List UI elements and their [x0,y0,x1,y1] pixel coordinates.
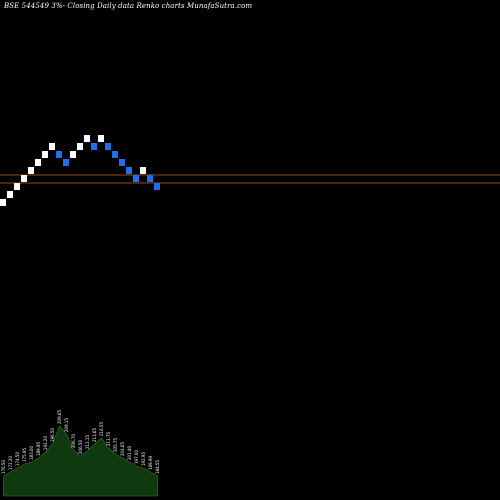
renko-brick-2 [14,183,20,190]
renko-brick-21 [147,175,153,182]
renko-brick-14 [98,135,104,142]
volume-label-22: 184.55 [155,460,160,474]
volume-label-4: 183.00 [29,446,34,460]
renko-brick-4 [28,167,34,174]
volume-label-5: 189.95 [36,442,41,456]
volume-label-9: 209.15 [64,418,69,432]
volume-label-11: 206.50 [78,440,83,454]
renko-brick-9 [63,159,69,166]
renko-brick-10 [70,151,76,158]
renko-brick-13 [91,143,97,150]
renko-brick-7 [49,143,55,150]
renko-brick-17 [119,159,125,166]
volume-label-2: 174.50 [15,452,20,466]
volume-label-21: 189.99 [148,456,153,470]
volume-area-path [3,425,158,497]
renko-brick-3 [21,175,27,182]
renko-brick-20 [140,167,146,174]
renko-brick-6 [42,151,48,158]
volume-label-1: 172.20 [8,456,13,470]
volume-label-3: 175.95 [22,448,27,462]
renko-brick-5 [35,159,41,166]
renko-brick-8 [56,151,62,158]
volume-label-15: 211.75 [106,432,111,446]
volume-label-17: 204.65 [120,442,125,456]
renko-brick-16 [112,151,118,158]
volume-label-7: 196.50 [50,428,55,442]
volume-label-13: 213.65 [92,428,97,442]
renko-brick-19 [133,175,139,182]
volume-label-20: 192.95 [141,452,146,466]
chart-title: BSE 544549 3%- Closing Daily data Renko … [4,2,253,10]
volume-label-18: 201.40 [127,446,132,460]
volume-area [3,425,158,497]
level-lines [0,174,500,184]
volume-label-0: 176.50 [1,460,6,474]
volume-label-14: 216.55 [99,422,104,436]
renko-brick-22 [154,183,160,190]
volume-label-19: 197.00 [134,450,139,464]
renko-brick-0 [0,199,6,206]
renko-brick-18 [126,167,132,174]
renko-bricks [0,135,160,206]
renko-brick-11 [77,143,83,150]
renko-brick-1 [7,191,13,198]
renko-brick-12 [84,135,90,142]
volume-label-6: 192.20 [43,436,48,450]
volume-label-16: 205.75 [113,438,118,452]
volume-label-12: 212.15 [85,435,90,449]
volume-label-10: 206.70 [71,434,76,448]
volume-label-8: 209.65 [57,410,62,424]
volume-labels: 176.50 172.20 174.50 175.95 183.00 189.95 192.… [1,410,160,474]
renko-brick-15 [105,143,111,150]
